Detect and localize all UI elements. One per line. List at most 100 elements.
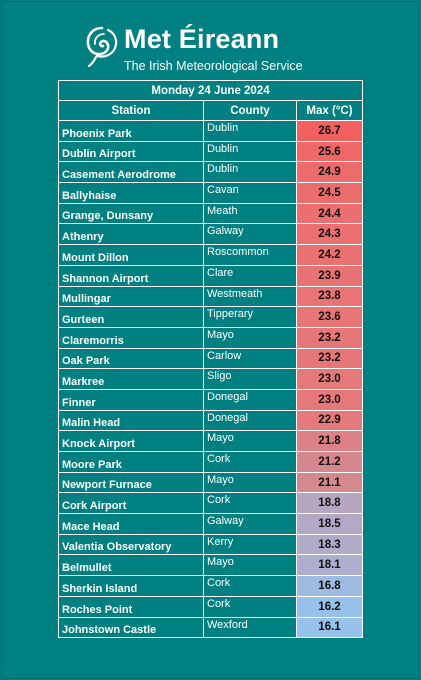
station-cell: Knock Airport — [58, 430, 204, 452]
table-row: Claremorris Mayo 23.2 — [58, 326, 363, 349]
county-cell: Donegal — [203, 409, 297, 432]
table-row: Mullingar Westmeath 23.8 — [58, 285, 363, 308]
station-cell: Grange, Dunsany — [58, 202, 204, 225]
table-row: Oak Park Carlow 23.2 — [58, 347, 363, 370]
met-eireann-header: Met Éireann The Irish Meteorological Ser… — [78, 22, 318, 78]
county-cell: Tipperary — [203, 306, 297, 328]
max-temp-cell: 23.6 — [296, 306, 363, 328]
column-header-max: Max (°C) — [296, 100, 363, 121]
table-row: Knock Airport Mayo 21.8 — [58, 430, 363, 452]
station-cell: Markree — [58, 368, 204, 390]
max-temp-cell: 21.8 — [296, 430, 363, 452]
station-cell: Belmullet — [58, 554, 204, 577]
table-row: Ballyhaise Cavan 24.5 — [58, 182, 363, 204]
table-row: Phoenix Park Dublin 26.7 — [58, 120, 363, 142]
max-temp-cell: 18.3 — [296, 533, 363, 556]
county-cell: Cork — [203, 451, 297, 473]
max-temp-cell: 26.7 — [296, 120, 363, 142]
county-cell: Kerry — [203, 533, 297, 556]
max-temp-cell: 16.8 — [296, 575, 363, 597]
max-temp-cell: 23.2 — [296, 347, 363, 370]
table-title: Monday 24 June 2024 — [58, 80, 363, 101]
table-row: Dublin Airport Dublin 25.6 — [58, 140, 363, 163]
station-cell: Claremorris — [58, 326, 204, 349]
max-temp-cell: 21.1 — [296, 471, 363, 494]
county-cell: Dublin — [203, 161, 297, 184]
county-cell: Cork — [203, 492, 297, 515]
table-row: Mount Dillon Roscommon 24.2 — [58, 244, 363, 266]
max-temp-cell: 24.3 — [296, 223, 363, 246]
county-cell: Galway — [203, 223, 297, 246]
station-cell: Roches Point — [58, 595, 204, 618]
county-cell: Cork — [203, 595, 297, 618]
station-cell: Sherkin Island — [58, 575, 204, 597]
station-cell: Cork Airport — [58, 492, 204, 515]
max-temp-cell: 24.9 — [296, 161, 363, 184]
station-cell: Newport Furnace — [58, 471, 204, 494]
column-header-county: County — [203, 100, 297, 121]
county-cell: Donegal — [203, 388, 297, 411]
max-temp-cell: 25.6 — [296, 140, 363, 163]
max-temp-cell: 18.8 — [296, 492, 363, 515]
table-row: Athenry Galway 24.3 — [58, 223, 363, 246]
table-row: Roches Point Cork 16.2 — [58, 595, 363, 618]
county-cell: Cavan — [203, 182, 297, 204]
max-temp-cell: 23.9 — [296, 264, 363, 287]
max-temp-cell: 24.5 — [296, 182, 363, 204]
brand-name: Met Éireann — [124, 24, 280, 54]
county-cell: Westmeath — [203, 285, 297, 308]
station-cell: Shannon Airport — [58, 264, 204, 287]
table-row: Casement Aerodrome Dublin 24.9 — [58, 161, 363, 184]
max-temp-cell: 16.1 — [296, 616, 363, 639]
max-temp-cell: 24.4 — [296, 202, 363, 225]
county-cell: Dublin — [203, 120, 297, 142]
table-row: Moore Park Cork 21.2 — [58, 451, 363, 473]
brand-tagline: The Irish Meteorological Service — [124, 59, 303, 73]
table-row: Grange, Dunsany Meath 24.4 — [58, 202, 363, 225]
max-temp-cell: 23.0 — [296, 388, 363, 411]
county-cell: Dublin — [203, 140, 297, 163]
station-cell: Athenry — [58, 223, 204, 246]
station-cell: Ballyhaise — [58, 182, 204, 204]
station-cell: Dublin Airport — [58, 140, 204, 163]
county-cell: Clare — [203, 264, 297, 287]
county-cell: Sligo — [203, 368, 297, 390]
county-cell: Mayo — [203, 554, 297, 577]
table-row: Shannon Airport Clare 23.9 — [58, 264, 363, 287]
county-cell: Cork — [203, 575, 297, 597]
station-cell: Johnstown Castle — [58, 616, 204, 639]
county-cell: Mayo — [203, 471, 297, 494]
table-row: Johnstown Castle Wexford 16.1 — [58, 616, 363, 639]
table-row: Valentia Observatory Kerry 18.3 — [58, 533, 363, 556]
table-body: Phoenix Park Dublin 26.7 Dublin Airport Dubl… — [58, 120, 363, 639]
max-temp-cell: 16.2 — [296, 595, 363, 618]
county-cell: Roscommon — [203, 244, 297, 266]
table-row: Sherkin Island Cork 16.8 — [58, 575, 363, 597]
max-temp-cell: 18.1 — [296, 554, 363, 577]
table-row: Malin Head Donegal 22.9 — [58, 409, 363, 432]
met-eireann-swirl-icon — [86, 26, 118, 68]
table-row: Markree Sligo 23.0 — [58, 368, 363, 390]
table-row: Mace Head Galway 18.5 — [58, 513, 363, 535]
table-row: Belmullet Mayo 18.1 — [58, 554, 363, 577]
max-temp-cell: 21.2 — [296, 451, 363, 473]
station-cell: Valentia Observatory — [58, 533, 204, 556]
max-temp-cell: 23.0 — [296, 368, 363, 390]
max-temp-cell: 18.5 — [296, 513, 363, 535]
county-cell: Mayo — [203, 326, 297, 349]
county-cell: Wexford — [203, 616, 297, 639]
station-cell: Casement Aerodrome — [58, 161, 204, 184]
station-cell: Moore Park — [58, 451, 204, 473]
station-cell: Phoenix Park — [58, 120, 204, 142]
max-temp-cell: 23.8 — [296, 285, 363, 308]
max-temp-cell: 23.2 — [296, 326, 363, 349]
station-cell: Mount Dillon — [58, 244, 204, 266]
temperature-table: Monday 24 June 2024 Station County Max (… — [58, 80, 363, 639]
max-temp-cell: 24.2 — [296, 244, 363, 266]
county-cell: Carlow — [203, 347, 297, 370]
table-row: Newport Furnace Mayo 21.1 — [58, 471, 363, 494]
county-cell: Galway — [203, 513, 297, 535]
table-row: Finner Donegal 23.0 — [58, 388, 363, 411]
table-row: Gurteen Tipperary 23.6 — [58, 306, 363, 328]
